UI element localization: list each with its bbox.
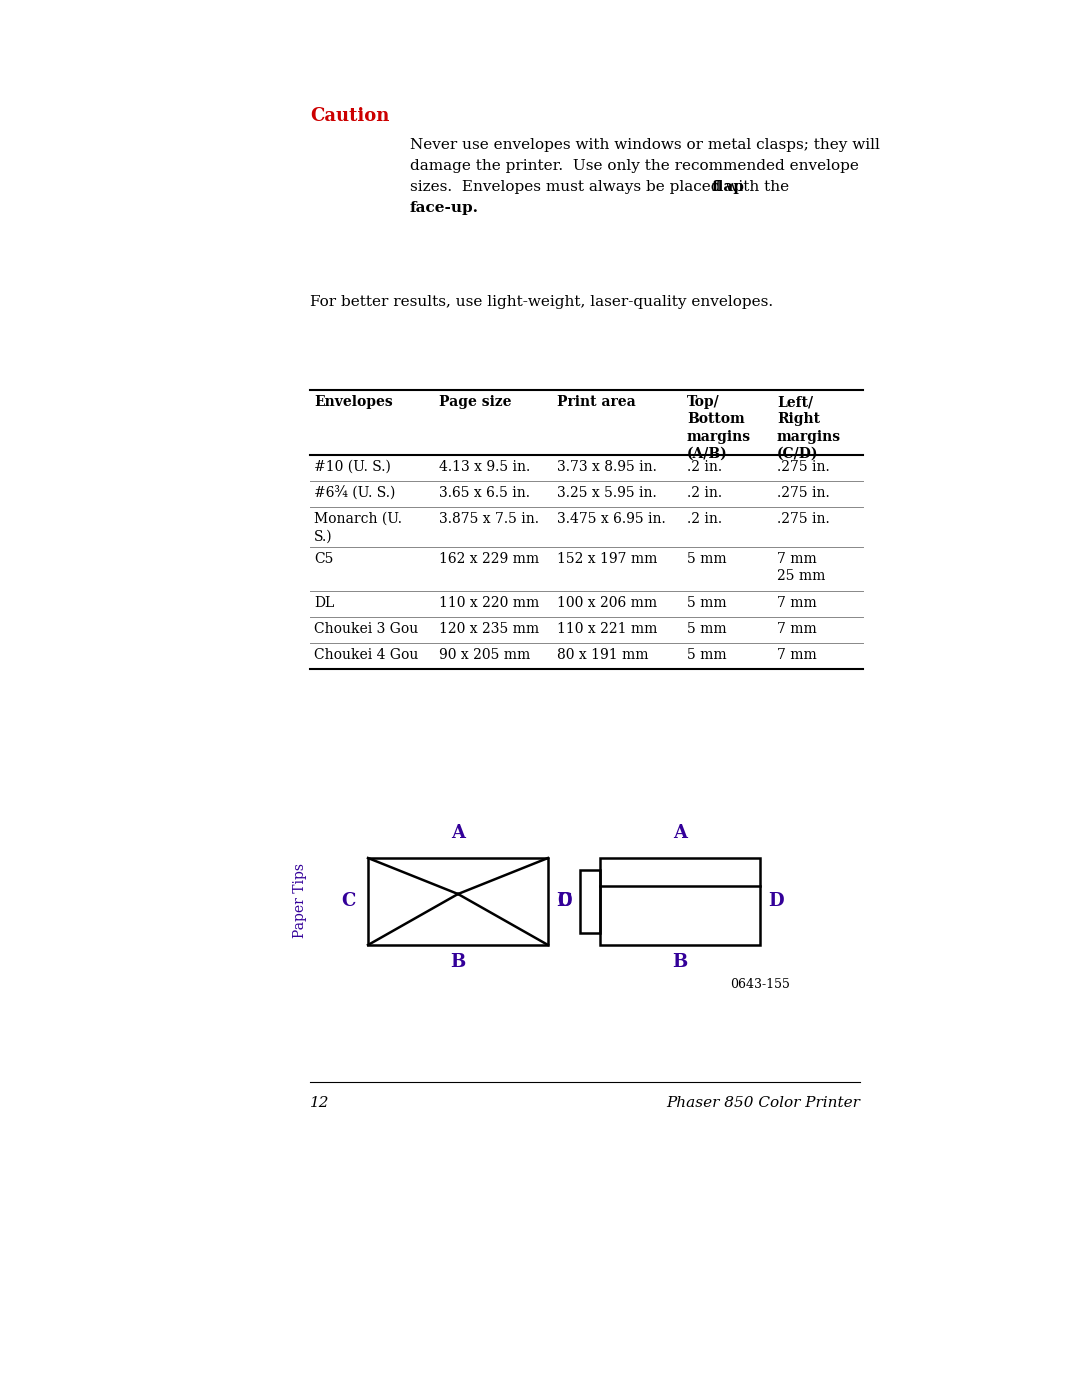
Text: A: A (673, 824, 687, 842)
Text: Left/
Right
margins
(C/D): Left/ Right margins (C/D) (777, 395, 841, 461)
Text: .275 in.: .275 in. (777, 460, 829, 474)
Text: 3.25 x 5.95 in.: 3.25 x 5.95 in. (557, 486, 657, 500)
Text: #10 (U. S.): #10 (U. S.) (314, 460, 391, 474)
Text: 80 x 191 mm: 80 x 191 mm (557, 648, 648, 662)
Text: Choukei 4 Gou: Choukei 4 Gou (314, 648, 418, 662)
Text: 152 x 197 mm: 152 x 197 mm (557, 552, 658, 566)
Text: Envelopes: Envelopes (314, 395, 393, 409)
Text: 3.73 x 8.95 in.: 3.73 x 8.95 in. (557, 460, 657, 474)
Text: 110 x 220 mm: 110 x 220 mm (438, 597, 539, 610)
Text: 110 x 221 mm: 110 x 221 mm (557, 622, 658, 636)
Text: 12: 12 (310, 1097, 329, 1111)
Text: #6¾ (U. S.): #6¾ (U. S.) (314, 486, 395, 500)
Text: B: B (673, 953, 688, 971)
Text: Phaser 850 Color Printer: Phaser 850 Color Printer (666, 1097, 860, 1111)
Text: 0643-155: 0643-155 (730, 978, 789, 990)
Text: Caution: Caution (310, 108, 390, 124)
Text: Never use envelopes with windows or metal clasps; they will: Never use envelopes with windows or meta… (410, 138, 880, 152)
Text: 7 mm: 7 mm (777, 648, 816, 662)
Text: Top/
Bottom
margins
(A/B): Top/ Bottom margins (A/B) (687, 395, 751, 461)
Text: 5 mm: 5 mm (687, 648, 727, 662)
Text: damage the printer.  Use only the recommended envelope: damage the printer. Use only the recomme… (410, 159, 859, 173)
Text: .2 in.: .2 in. (687, 511, 723, 527)
Text: Choukei 3 Gou: Choukei 3 Gou (314, 622, 418, 636)
Text: 120 x 235 mm: 120 x 235 mm (438, 622, 539, 636)
Text: 7 mm
25 mm: 7 mm 25 mm (777, 552, 825, 584)
Text: 4.13 x 9.5 in.: 4.13 x 9.5 in. (438, 460, 530, 474)
Text: A: A (451, 824, 465, 842)
Text: D: D (556, 893, 571, 911)
Text: For better results, use light-weight, laser-quality envelopes.: For better results, use light-weight, la… (310, 295, 773, 309)
Text: C5: C5 (314, 552, 334, 566)
Text: D: D (768, 893, 784, 911)
Text: .275 in.: .275 in. (777, 511, 829, 527)
Text: sizes.  Envelopes must always be placed with the: sizes. Envelopes must always be placed w… (410, 180, 794, 194)
Text: .2 in.: .2 in. (687, 460, 723, 474)
Text: face-up.: face-up. (410, 201, 480, 215)
Text: 90 x 205 mm: 90 x 205 mm (438, 648, 530, 662)
Text: 5 mm: 5 mm (687, 597, 727, 610)
Text: 7 mm: 7 mm (777, 597, 816, 610)
Text: DL: DL (314, 597, 334, 610)
Text: C: C (341, 893, 355, 911)
Text: flap: flap (712, 180, 744, 194)
Text: B: B (450, 953, 465, 971)
Text: .275 in.: .275 in. (777, 486, 829, 500)
Text: 3.875 x 7.5 in.: 3.875 x 7.5 in. (438, 511, 539, 527)
Text: 100 x 206 mm: 100 x 206 mm (557, 597, 657, 610)
Text: Paper Tips: Paper Tips (293, 862, 307, 937)
Text: C: C (557, 893, 571, 911)
Text: 5 mm: 5 mm (687, 622, 727, 636)
Text: 3.65 x 6.5 in.: 3.65 x 6.5 in. (438, 486, 530, 500)
Text: Monarch (U.
S.): Monarch (U. S.) (314, 511, 402, 543)
Text: 162 x 229 mm: 162 x 229 mm (438, 552, 539, 566)
Text: Page size: Page size (438, 395, 512, 409)
Text: 3.475 x 6.95 in.: 3.475 x 6.95 in. (557, 511, 665, 527)
Text: 5 mm: 5 mm (687, 552, 727, 566)
Text: 7 mm: 7 mm (777, 622, 816, 636)
Text: Print area: Print area (557, 395, 636, 409)
Text: .2 in.: .2 in. (687, 486, 723, 500)
